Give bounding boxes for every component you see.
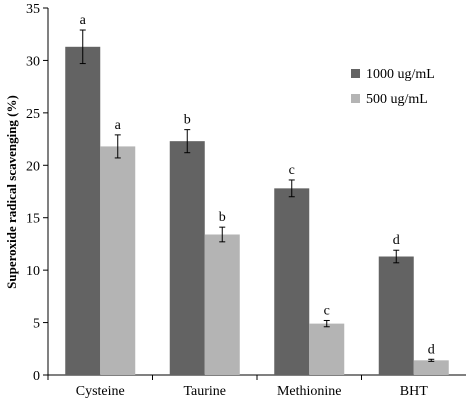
y-tick-label: 0 — [33, 369, 40, 384]
y-tick-label: 30 — [26, 54, 40, 69]
bar-1000-ug-ml-taurine — [169, 141, 205, 375]
significance-label: a — [80, 13, 87, 28]
bar-1000-ug-ml-cysteine — [65, 46, 101, 375]
legend-swatch — [351, 69, 360, 78]
y-tick-label: 25 — [26, 107, 40, 122]
category-label: BHT — [400, 384, 428, 399]
y-tick-label: 20 — [26, 159, 40, 174]
significance-label: d — [393, 233, 400, 248]
legend-swatch — [351, 94, 360, 103]
legend-label: 1000 ug/mL — [366, 67, 435, 82]
significance-label: c — [324, 303, 330, 318]
bar-1000-ug-ml-methionine — [274, 188, 310, 375]
y-tick-label: 10 — [26, 264, 40, 279]
category-label: Taurine — [183, 384, 226, 399]
bar-500-ug-ml-bht — [413, 360, 449, 375]
category-label: Cysteine — [76, 384, 125, 399]
y-axis-label: Superoxide radical scavenging (%) — [4, 95, 19, 289]
y-tick-label: 15 — [26, 212, 40, 227]
bar-500-ug-ml-cysteine — [100, 146, 136, 375]
y-tick-label: 5 — [33, 317, 40, 332]
significance-label: d — [428, 342, 435, 357]
bar-500-ug-ml-taurine — [204, 234, 240, 375]
significance-label: b — [219, 210, 226, 225]
significance-label: c — [289, 163, 295, 178]
category-label: Methionine — [277, 384, 342, 399]
y-tick-label: 35 — [26, 2, 40, 17]
significance-label: a — [115, 118, 122, 133]
plot-area: 0 5 10 15 20 25 30 35 Cysteine a a Taurine b b Methion… — [26, 2, 466, 399]
legend-label: 500 ug/mL — [366, 92, 428, 107]
bar-500-ug-ml-methionine — [309, 323, 345, 375]
significance-label: b — [184, 113, 191, 128]
bar-1000-ug-ml-bht — [378, 256, 414, 375]
